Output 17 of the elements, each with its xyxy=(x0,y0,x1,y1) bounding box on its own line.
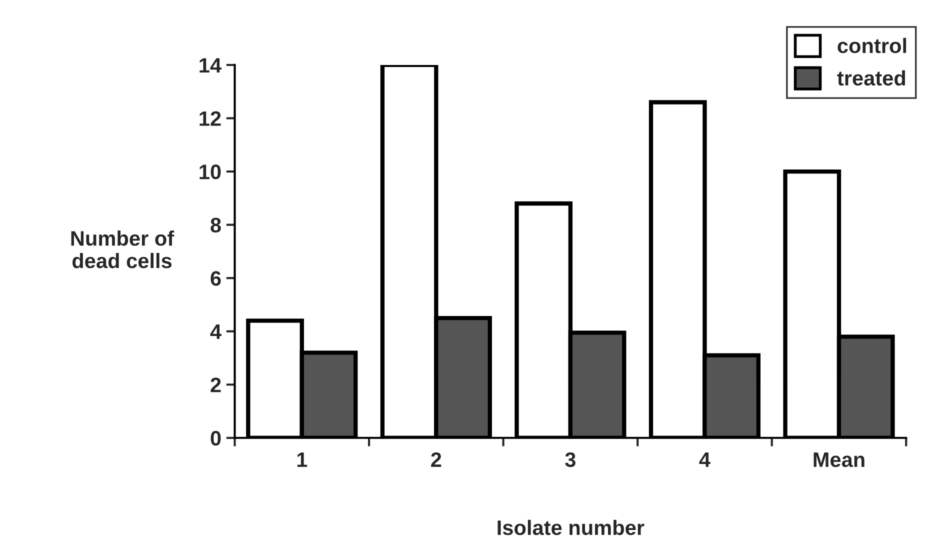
y-axis-title: Number of dead cells xyxy=(71,230,174,268)
y-tick-label: 12 xyxy=(200,111,221,126)
legend-label: treated xyxy=(837,70,906,86)
y-tick-label: 2 xyxy=(210,378,221,392)
y-tick-label: 4 xyxy=(210,324,222,339)
x-axis-title: Isolate number xyxy=(498,520,644,536)
y-tick-label: 6 xyxy=(210,271,221,286)
x-tick-label: 4 xyxy=(699,452,710,467)
x-tick-label: 3 xyxy=(565,452,576,468)
y-tick-label: 0 xyxy=(210,430,221,446)
x-tick-label: Mean xyxy=(814,452,864,468)
x-tick-label: 2 xyxy=(431,452,442,467)
legend-label: control xyxy=(838,38,906,54)
y-tick-label: 8 xyxy=(210,218,221,233)
y-tick-label: 14 xyxy=(200,58,222,73)
y-tick-label: 10 xyxy=(200,164,221,180)
x-tick-label: 1 xyxy=(297,452,308,467)
